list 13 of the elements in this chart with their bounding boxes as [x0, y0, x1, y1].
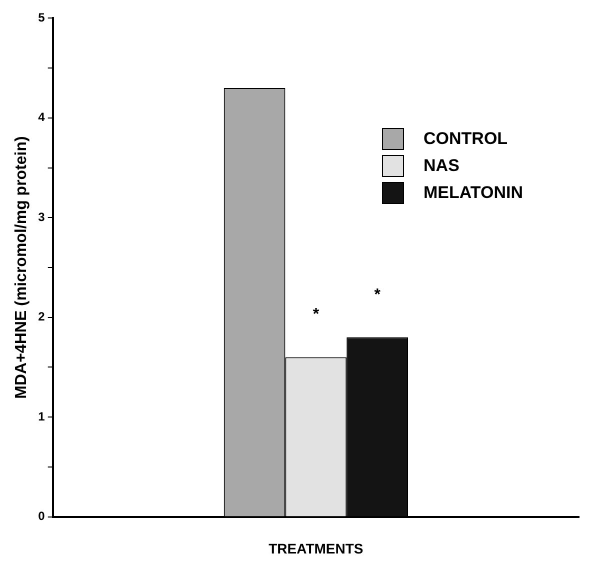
legend-label: MELATONIN — [424, 183, 523, 203]
legend-label: NAS — [424, 156, 460, 176]
y-tick-label: 1 — [38, 409, 46, 424]
y-tick-label: 2 — [38, 310, 46, 324]
y-tick-label: 5 — [38, 10, 46, 25]
annotation: * — [312, 306, 320, 324]
y-tick-label: 3 — [38, 210, 46, 224]
y-axis-title: MDA+4HNE (micromol/mg protein) — [13, 136, 30, 399]
legend-label: CONTROL — [424, 129, 508, 149]
y-tick-label: 4 — [38, 110, 46, 124]
annotation: * — [374, 286, 382, 304]
y-tick-label: 0 — [38, 509, 46, 524]
x-axis-title: TREATMENTS — [268, 540, 364, 556]
